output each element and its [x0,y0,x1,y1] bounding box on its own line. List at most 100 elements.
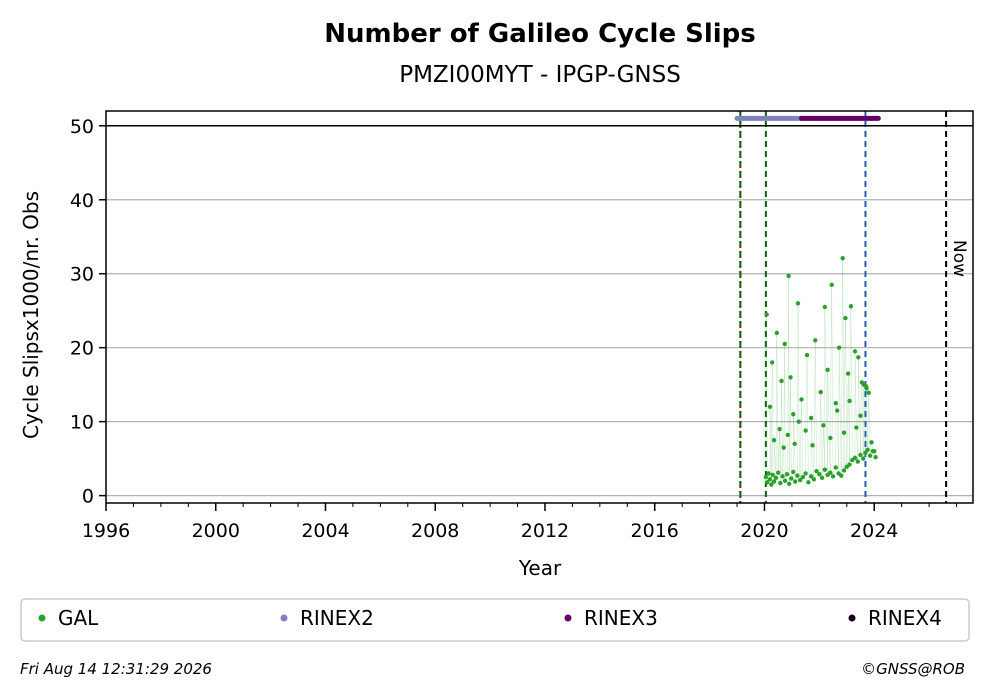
gal-point [854,425,859,430]
gal-point [788,375,793,380]
x-tick-label: 2016 [631,520,679,542]
gal-point [833,465,839,470]
gal-point [766,471,771,476]
gal-point [834,408,840,413]
y-axis-ticks: 0 10 20 30 40 50 [70,116,106,508]
gal-point [822,304,828,310]
gal-point [845,371,851,376]
gal-point [792,441,797,447]
x-tick-label: 1996 [82,520,130,542]
gal-point [817,471,822,477]
gal-point [822,467,828,472]
gal-point [782,478,788,484]
gal-point [780,474,785,479]
x-axis-label: Year [518,556,562,580]
gal-point [830,474,836,479]
gal-point [836,345,842,350]
gal-point [786,481,792,486]
gal-point [779,378,784,384]
gal-point [869,440,874,445]
x-axis-ticks: 1996 2000 2004 2008 2012 2016 2020 2024 [82,503,958,542]
gal-point [852,455,858,461]
gal-point [818,389,823,395]
gal-point [841,430,847,435]
chart-subtitle: PMZI00MYT - IPGP-GNSS [399,62,681,88]
now-label: Now [949,240,969,277]
gal-point [829,282,834,288]
gal-point [861,456,866,461]
gal-point [861,382,867,387]
gal-point [778,480,783,486]
event-lines [739,111,948,503]
gal-point [765,480,770,485]
gal-point [803,471,808,476]
gal-point [782,341,787,347]
gal-point [825,367,830,373]
gal-point [847,398,852,404]
gal-point [858,452,863,458]
x-tick-label: 2012 [521,520,569,542]
y-tick-label: 20 [70,338,94,360]
x-tick-label: 2020 [740,520,788,542]
x-tick-label: 2024 [850,520,898,542]
gal-point [764,312,769,317]
gal-point [789,476,794,481]
gal-point [804,352,810,358]
gal-point [795,301,801,306]
footer-credit: ©GNSS@ROB [861,660,965,678]
gal-point [791,469,796,475]
gal-point [800,474,806,480]
gal-point [770,472,775,478]
gal-point [781,445,786,450]
y-tick-label: 30 [70,264,94,286]
gal-point [855,459,860,464]
gal-point [811,477,817,482]
gal-point [856,355,861,360]
gal-point [771,479,777,484]
gal-point [833,400,839,406]
legend-marker-rinex4 [848,614,856,622]
gal-point [795,473,800,478]
gal-point [785,432,791,438]
gal-point [841,468,847,473]
gal-point [847,462,852,467]
gal-points [763,255,878,487]
y-tick-label: 50 [70,116,94,138]
x-tick-label: 2000 [192,520,240,542]
gal-point [763,474,769,480]
series-connectors [765,258,876,485]
gal-point [852,349,858,354]
legend-marker-rinex3 [564,614,572,622]
gal-point [867,453,873,458]
gal-point [784,471,790,477]
gal-point [775,470,781,475]
gal-point [806,480,811,485]
legend-label-rinex4: RINEX4 [868,606,942,630]
gal-point [791,412,796,417]
gal-point [866,390,871,395]
gal-point [769,360,775,365]
gal-point [821,423,826,428]
y-axis-label: Cycle Slipsx1000/nr. Obs [19,191,43,439]
legend-label-rinex3: RINEX3 [584,606,658,630]
gal-point [774,330,780,336]
gal-point [799,397,804,402]
legend-label-gal: GAL [58,606,99,630]
footer-timestamp: Fri Aug 14 12:31:29 2026 [20,660,212,678]
gal-connector-line [765,258,876,485]
gal-point [828,435,833,441]
gal-point [803,428,808,433]
gal-point [786,273,791,279]
gal-point [828,470,833,475]
gal-point [808,415,814,421]
legend: GAL RINEX2 RINEX3 RINEX4 [38,606,942,630]
gal-point [769,482,774,487]
gal-point [767,404,773,410]
legend-label-rinex2: RINEX2 [300,606,374,630]
gal-point [843,315,848,321]
gal-point [773,475,779,481]
y-tick-label: 10 [70,412,94,434]
legend-marker-gal [38,614,46,622]
gal-point [796,419,801,424]
